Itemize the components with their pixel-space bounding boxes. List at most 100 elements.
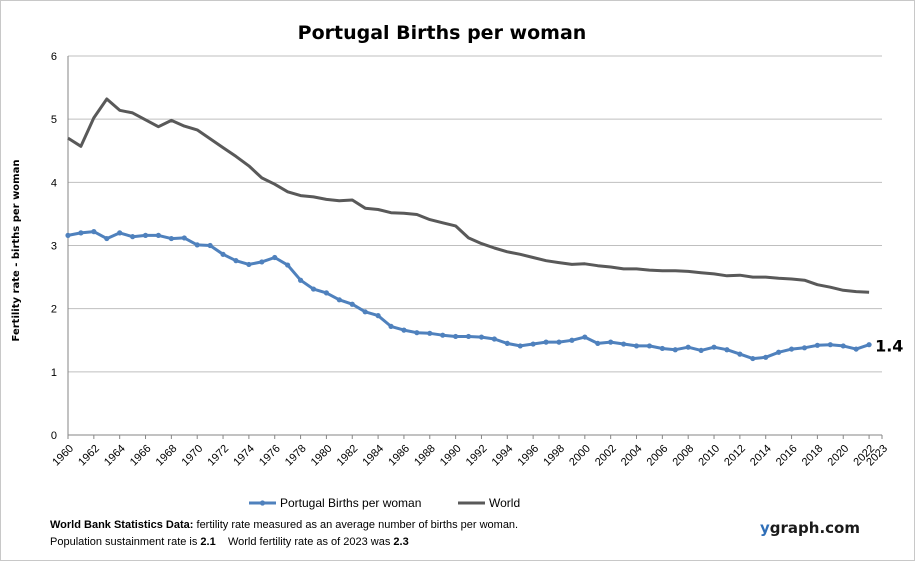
x-tick-label-1970: 1970 <box>180 443 206 469</box>
point-portugal-births-per-woman-2016 <box>788 346 795 352</box>
x-tick-label-1998: 1998 <box>541 443 567 469</box>
point-portugal-births-per-woman-1988 <box>427 330 433 336</box>
world-rate: 2.3 <box>393 536 409 548</box>
point-portugal-births-per-woman-1980 <box>323 290 330 296</box>
x-tick-label-1986: 1986 <box>386 443 412 469</box>
point-portugal-births-per-woman-1981 <box>336 297 342 303</box>
point-portugal-births-per-woman-2017 <box>801 345 808 351</box>
point-portugal-births-per-woman-2012 <box>737 351 743 357</box>
y-tick-label-4: 4 <box>51 177 57 189</box>
x-tick-label-1974: 1974 <box>231 443 257 469</box>
point-portugal-births-per-woman-2006 <box>659 345 665 352</box>
x-tick-label-1982: 1982 <box>335 443 361 469</box>
point-portugal-births-per-woman-1960 <box>65 232 71 238</box>
point-portugal-births-per-woman-2021 <box>853 346 859 352</box>
point-portugal-births-per-woman-1992 <box>478 334 485 340</box>
point-portugal-births-per-woman-2014 <box>763 354 769 360</box>
point-portugal-births-per-woman-2018 <box>814 342 820 348</box>
point-portugal-births-per-woman-2020 <box>840 343 846 349</box>
point-portugal-births-per-woman-1990 <box>453 333 459 340</box>
point-portugal-births-per-woman-1995 <box>517 343 523 349</box>
chart-title: Portugal Births per woman <box>298 22 587 44</box>
sustainment-rate: 2.1 <box>200 536 216 548</box>
y-axis-title: Fertility rate - births per woman <box>11 160 22 342</box>
source-label: World Bank Statistics Data: <box>50 519 194 531</box>
x-tick-label-2010: 2010 <box>696 443 722 469</box>
point-portugal-births-per-woman-2001 <box>595 340 601 347</box>
point-portugal-births-per-woman-1986 <box>401 327 407 333</box>
x-tick-label-1972: 1972 <box>205 443 231 469</box>
point-portugal-births-per-woman-1974 <box>246 261 252 268</box>
point-portugal-births-per-woman-1970 <box>194 242 200 248</box>
x-tick-label-2000: 2000 <box>567 443 593 469</box>
point-portugal-births-per-woman-1997 <box>543 339 549 345</box>
point-portugal-births-per-woman-2007 <box>672 347 678 353</box>
x-tick-label-2004: 2004 <box>619 443 645 469</box>
point-portugal-births-per-woman-1971 <box>207 242 213 249</box>
x-tick-label-1988: 1988 <box>412 443 438 469</box>
x-tick-label-2006: 2006 <box>645 443 671 469</box>
point-portugal-births-per-woman-1963 <box>104 235 110 242</box>
x-tick-label-2020: 2020 <box>826 443 852 469</box>
point-portugal-births-per-woman-1987 <box>414 330 420 336</box>
point-portugal-births-per-woman-1978 <box>297 277 304 283</box>
point-portugal-births-per-woman-2015 <box>776 349 782 355</box>
x-tick-label-1992: 1992 <box>464 443 490 469</box>
sustainment-prefix: Population sustainment rate is <box>50 536 201 548</box>
y-tick-label-0: 0 <box>51 430 57 442</box>
x-tick-label-2014: 2014 <box>748 443 774 469</box>
point-portugal-births-per-woman-2011 <box>724 347 730 353</box>
point-portugal-births-per-woman-1962 <box>91 229 97 235</box>
x-tick-label-1978: 1978 <box>283 443 309 469</box>
brand-logo[interactable]: ygraph.com <box>760 519 860 537</box>
y-tick-label-2: 2 <box>51 304 57 316</box>
point-portugal-births-per-woman-2010 <box>711 344 717 350</box>
point-portugal-births-per-woman-1993 <box>491 336 497 342</box>
point-portugal-births-per-woman-1979 <box>310 286 317 292</box>
world-rate-prefix: World fertility rate as of 2023 was <box>215 536 394 548</box>
source-text: fertility rate measured as an average nu… <box>193 519 519 531</box>
y-tick-label-3: 3 <box>51 241 57 253</box>
point-portugal-births-per-woman-1964 <box>117 230 123 236</box>
x-tick-label-2008: 2008 <box>671 443 697 469</box>
point-portugal-births-per-woman-1969 <box>181 235 187 241</box>
point-portugal-births-per-woman-2013 <box>750 355 756 362</box>
point-portugal-births-per-woman-1966 <box>142 232 149 238</box>
x-tick-label-1996: 1996 <box>515 443 541 469</box>
x-tick-label-2002: 2002 <box>593 443 619 469</box>
end-value-label: 1.4 <box>875 337 903 356</box>
footer-line-2: Population sustainment rate is 2.1 World… <box>50 534 518 551</box>
point-portugal-births-per-woman-1985 <box>388 323 394 329</box>
x-tick-label-1984: 1984 <box>360 443 386 469</box>
point-portugal-births-per-woman-2022 <box>866 342 872 348</box>
x-tick-label-1968: 1968 <box>154 443 180 469</box>
legend-label-world: World <box>489 496 520 510</box>
x-tick-label-1990: 1990 <box>438 443 464 469</box>
point-portugal-births-per-woman-1996 <box>530 341 536 347</box>
x-tick-label-1964: 1964 <box>102 443 128 469</box>
point-portugal-births-per-woman-2003 <box>620 341 627 347</box>
x-tick-label-1966: 1966 <box>128 443 154 469</box>
footer-line-1: World Bank Statistics Data: fertility ra… <box>50 517 518 534</box>
point-portugal-births-per-woman-1972 <box>220 251 226 257</box>
point-portugal-births-per-woman-1967 <box>155 232 162 238</box>
point-portugal-births-per-woman-2002 <box>608 339 614 345</box>
series-line-portugal-births-per-woman <box>67 230 870 361</box>
legend-marker-portugal <box>259 500 266 506</box>
point-portugal-births-per-woman-1961 <box>78 230 84 236</box>
legend-label-portugal: Portugal Births per woman <box>280 496 421 510</box>
x-tick-label-1980: 1980 <box>309 443 335 469</box>
point-portugal-births-per-woman-1973 <box>233 258 239 264</box>
footer-notes: World Bank Statistics Data: fertility ra… <box>50 517 518 551</box>
point-portugal-births-per-woman-1994 <box>504 340 510 347</box>
point-portugal-births-per-woman-1976 <box>272 254 278 261</box>
point-portugal-births-per-woman-2005 <box>646 343 653 349</box>
x-tick-label-1994: 1994 <box>490 443 516 469</box>
point-portugal-births-per-woman-2008 <box>685 344 691 350</box>
point-portugal-births-per-woman-1975 <box>259 259 265 265</box>
x-tick-label-2018: 2018 <box>800 443 826 469</box>
point-portugal-births-per-woman-1999 <box>569 337 575 343</box>
brand-rest: graph.com <box>769 519 860 537</box>
point-portugal-births-per-woman-1965 <box>130 234 136 240</box>
